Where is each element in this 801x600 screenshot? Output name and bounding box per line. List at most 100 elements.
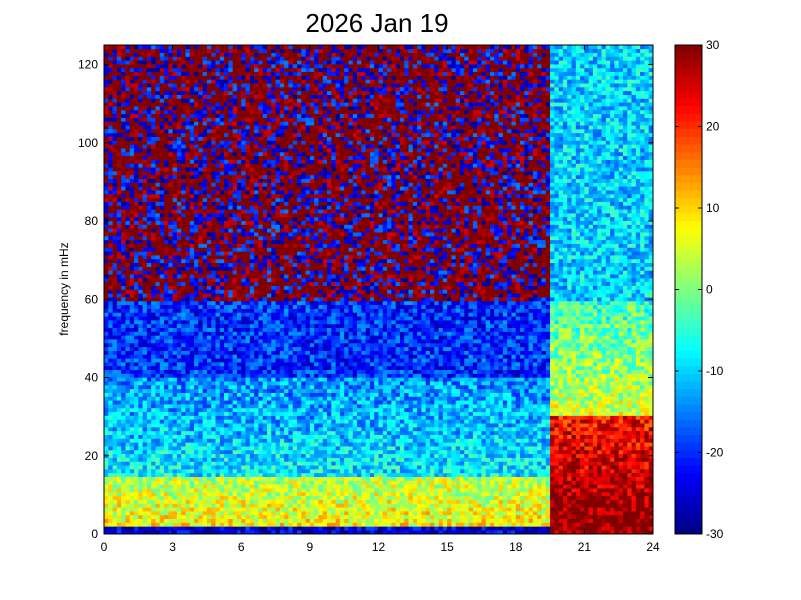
heatmap-cell bbox=[206, 243, 212, 248]
heatmap-cell bbox=[168, 251, 173, 256]
heatmap-cell bbox=[176, 461, 182, 466]
heatmap-cell bbox=[116, 48, 122, 53]
heatmap-cell bbox=[194, 388, 199, 393]
heatmap-cell bbox=[262, 514, 268, 520]
heatmap-cell bbox=[211, 285, 216, 290]
heatmap-cell bbox=[125, 404, 131, 409]
heatmap-cell bbox=[228, 148, 233, 153]
heatmap-cell bbox=[146, 285, 152, 290]
heatmap-cell bbox=[121, 503, 126, 508]
heatmap-cell bbox=[228, 511, 233, 516]
heatmap-cell bbox=[125, 159, 131, 164]
heatmap-cell bbox=[112, 255, 118, 260]
heatmap-cell bbox=[146, 197, 152, 202]
heatmap-cell bbox=[194, 358, 199, 363]
heatmap-cell bbox=[108, 75, 113, 80]
heatmap-cell bbox=[241, 278, 246, 283]
heatmap-cell bbox=[211, 346, 216, 351]
heatmap-cell bbox=[245, 461, 251, 466]
heatmap-cell bbox=[206, 213, 212, 218]
heatmap-cell bbox=[194, 373, 199, 378]
heatmap-cell bbox=[211, 320, 216, 325]
heatmap-cell bbox=[189, 312, 195, 317]
heatmap-cell bbox=[159, 190, 165, 195]
heatmap-cell bbox=[258, 289, 263, 294]
heatmap-cell bbox=[129, 300, 135, 306]
heatmap-cell bbox=[271, 522, 276, 527]
heatmap-cell bbox=[125, 385, 131, 390]
heatmap-cell bbox=[138, 48, 143, 53]
heatmap-cell bbox=[129, 407, 135, 413]
heatmap-cell bbox=[232, 331, 238, 336]
heatmap-cell bbox=[134, 278, 139, 283]
heatmap-cell bbox=[189, 151, 195, 157]
heatmap-cell bbox=[159, 430, 165, 435]
heatmap-cell bbox=[245, 216, 251, 222]
heatmap-cell bbox=[164, 258, 169, 264]
heatmap-cell bbox=[142, 129, 148, 134]
heatmap-cell bbox=[215, 354, 221, 359]
heatmap-cell bbox=[104, 530, 109, 535]
heatmap-cell bbox=[198, 171, 203, 176]
heatmap-cell bbox=[104, 144, 109, 149]
heatmap-cell bbox=[258, 174, 263, 180]
heatmap-cell bbox=[228, 67, 233, 73]
heatmap-cell bbox=[245, 350, 251, 355]
heatmap-cell bbox=[266, 67, 272, 73]
heatmap-cell bbox=[245, 469, 251, 474]
heatmap-cell bbox=[211, 186, 216, 191]
heatmap-cell bbox=[108, 45, 113, 50]
heatmap-cell bbox=[168, 121, 173, 126]
heatmap-cell bbox=[159, 228, 165, 233]
heatmap-cell bbox=[211, 90, 216, 95]
heatmap-cell bbox=[266, 171, 272, 176]
heatmap-cell bbox=[125, 320, 131, 325]
heatmap-cell bbox=[262, 469, 268, 474]
heatmap-cell bbox=[266, 518, 272, 523]
heatmap-cell bbox=[168, 113, 173, 118]
heatmap-cell bbox=[219, 262, 225, 267]
heatmap-cell bbox=[172, 392, 178, 397]
heatmap-cell bbox=[176, 491, 182, 497]
heatmap-cell bbox=[116, 201, 122, 206]
heatmap-cell bbox=[206, 56, 212, 61]
heatmap-cell bbox=[258, 163, 263, 168]
heatmap-cell bbox=[215, 102, 221, 107]
heatmap-cell bbox=[181, 312, 186, 317]
heatmap-cell bbox=[181, 392, 186, 397]
heatmap-cell bbox=[146, 171, 152, 176]
heatmap-cell bbox=[198, 209, 203, 214]
heatmap-cell bbox=[206, 385, 212, 390]
heatmap-cell bbox=[258, 224, 263, 229]
heatmap-cell bbox=[146, 350, 152, 355]
heatmap-cell bbox=[125, 106, 131, 111]
heatmap-cell bbox=[176, 480, 182, 485]
heatmap-cell bbox=[262, 404, 268, 409]
heatmap-cell bbox=[215, 472, 221, 477]
heatmap-cell bbox=[138, 312, 143, 317]
heatmap-cell bbox=[266, 83, 272, 88]
heatmap-cell bbox=[211, 377, 216, 382]
heatmap-cell bbox=[129, 216, 135, 222]
heatmap-cell bbox=[104, 495, 109, 500]
heatmap-cell bbox=[198, 316, 203, 321]
heatmap-cell bbox=[176, 365, 182, 371]
heatmap-cell bbox=[116, 400, 122, 405]
heatmap-cell bbox=[211, 430, 216, 435]
heatmap-cell bbox=[236, 350, 242, 355]
heatmap-cell bbox=[168, 186, 173, 191]
heatmap-cell bbox=[125, 335, 131, 340]
heatmap-cell bbox=[198, 377, 203, 382]
heatmap-cell bbox=[266, 205, 272, 210]
heatmap-cell bbox=[211, 446, 216, 451]
heatmap-cell bbox=[249, 442, 255, 447]
heatmap-cell bbox=[249, 373, 255, 378]
heatmap-cell bbox=[228, 362, 233, 367]
heatmap-cell bbox=[112, 87, 118, 92]
heatmap-cell bbox=[134, 499, 139, 504]
heatmap-cell bbox=[159, 335, 165, 340]
heatmap-cell bbox=[185, 350, 191, 355]
heatmap-cell bbox=[232, 320, 238, 325]
heatmap-cell bbox=[211, 247, 216, 252]
heatmap-cell bbox=[236, 411, 242, 416]
